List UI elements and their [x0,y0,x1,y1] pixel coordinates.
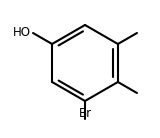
Text: HO: HO [13,26,31,39]
Text: Br: Br [78,107,92,120]
